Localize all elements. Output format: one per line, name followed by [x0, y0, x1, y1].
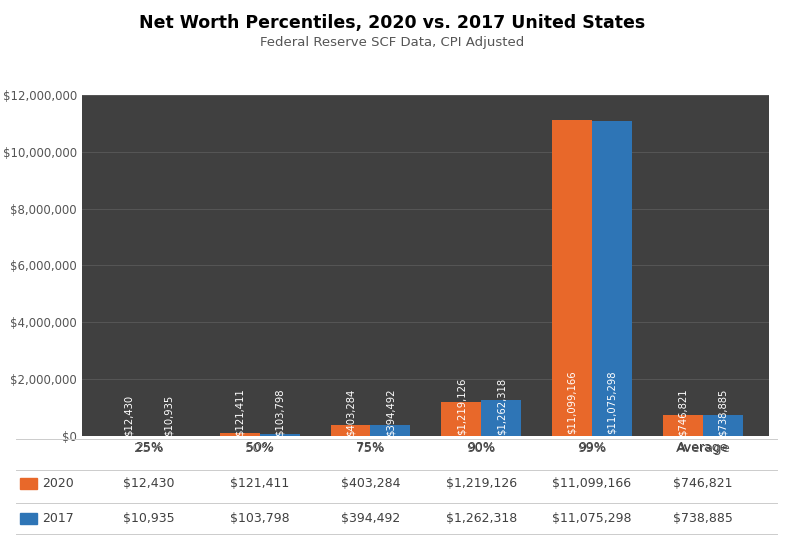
Text: Net Worth Percentiles, 2020 vs. 2017 United States: Net Worth Percentiles, 2020 vs. 2017 Uni…: [140, 14, 645, 32]
Text: 90%: 90%: [467, 441, 495, 454]
Text: $403,284: $403,284: [345, 389, 356, 436]
Bar: [330, 425, 371, 436]
Text: $1,262,318: $1,262,318: [496, 378, 506, 435]
Bar: [703, 415, 743, 436]
Text: $11,099,166: $11,099,166: [567, 370, 577, 434]
Bar: [663, 415, 703, 436]
Text: $12,430: $12,430: [124, 395, 134, 436]
Bar: [592, 121, 632, 436]
Text: $121,411: $121,411: [230, 477, 290, 490]
Text: $738,885: $738,885: [717, 389, 728, 436]
Bar: [260, 434, 300, 436]
Bar: [441, 402, 481, 436]
Text: $10,935: $10,935: [164, 395, 173, 436]
Text: 99%: 99%: [579, 441, 606, 454]
Text: $103,798: $103,798: [275, 389, 285, 436]
Text: $11,099,166: $11,099,166: [553, 477, 632, 490]
Text: $103,798: $103,798: [230, 512, 290, 525]
Text: 2017: 2017: [42, 512, 74, 525]
Text: $394,492: $394,492: [341, 512, 400, 525]
Text: Federal Reserve SCF Data, CPI Adjusted: Federal Reserve SCF Data, CPI Adjusted: [261, 36, 524, 49]
Text: $1,262,318: $1,262,318: [446, 512, 517, 525]
Text: Average: Average: [677, 441, 728, 454]
Bar: [371, 425, 411, 436]
Bar: [220, 433, 260, 436]
Text: 50%: 50%: [246, 441, 274, 454]
Text: $746,821: $746,821: [673, 477, 732, 490]
Text: $738,885: $738,885: [673, 512, 732, 525]
Text: $403,284: $403,284: [341, 477, 400, 490]
Text: 25%: 25%: [135, 441, 162, 454]
Text: $746,821: $746,821: [678, 388, 688, 436]
Text: 75%: 75%: [356, 441, 385, 454]
Text: $394,492: $394,492: [385, 389, 396, 436]
Text: 2020: 2020: [42, 477, 74, 490]
Text: $10,935: $10,935: [123, 512, 175, 525]
Text: $121,411: $121,411: [235, 389, 245, 436]
Bar: [552, 120, 592, 436]
Text: $11,075,298: $11,075,298: [553, 512, 632, 525]
Text: $11,075,298: $11,075,298: [607, 371, 617, 434]
Text: $1,219,126: $1,219,126: [456, 378, 466, 435]
Text: $12,430: $12,430: [123, 477, 174, 490]
Text: $1,219,126: $1,219,126: [446, 477, 517, 490]
Bar: [481, 400, 521, 436]
